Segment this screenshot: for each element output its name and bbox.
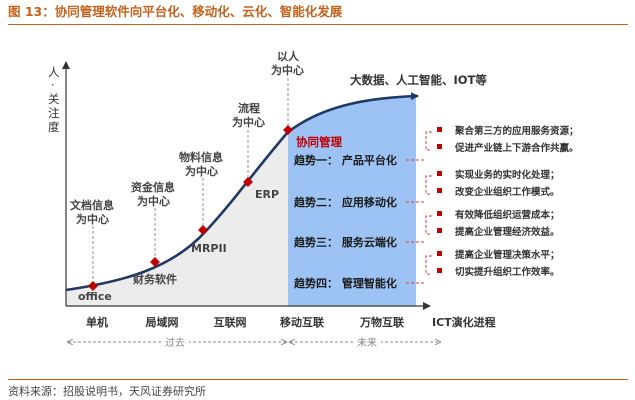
trend-2-label: 趋势二： 应用移动化 <box>294 195 397 209</box>
y-axis-label-0: 人 <box>48 65 60 79</box>
past-area <box>66 132 288 306</box>
label-people-1: 以人 <box>277 49 300 63</box>
marker-finance <box>150 257 160 267</box>
y-axis-label-2: 关 <box>48 92 60 106</box>
figure-title: 图 13：协同管理软件向平台化、移动化、云化、智能化发展 <box>8 4 343 19</box>
marker-mrpii <box>198 225 208 235</box>
label-material-info-2: 为中心 <box>185 164 218 178</box>
label-mrpii: MRPII <box>191 242 227 255</box>
trend-2-dot-a <box>437 171 442 176</box>
label-erp: ERP <box>255 188 279 201</box>
trend-3-note-1: 有效降低组织运营成本； <box>455 209 560 221</box>
trend-1-dot-b <box>437 144 442 149</box>
label-future-tech: 大数据、人工智能、IOT等 <box>350 73 487 87</box>
trend-3-connector <box>406 215 432 243</box>
range-past-label: 过去 <box>165 336 185 349</box>
trend-1-dot-a <box>437 127 442 132</box>
future-area <box>288 96 416 306</box>
trend-3-note-2: 提高企业管理经济效益。 <box>455 226 560 238</box>
y-axis-label-4: 度 <box>48 120 60 134</box>
trend-2-connector <box>406 175 432 203</box>
trend-2-note-2: 改变企业组织工作模式。 <box>455 186 560 198</box>
label-fund-info-1: 资金信息 <box>131 180 175 194</box>
trend-4-dot-a <box>437 251 442 256</box>
label-material-info-1: 物料信息 <box>179 150 223 164</box>
label-process-2: 为中心 <box>232 115 265 129</box>
trend-2-note-1: 实现业务的实时化处理； <box>455 169 560 181</box>
x-axis-end-label: ICT演化进程 <box>432 315 496 329</box>
label-fund-info-2: 为中心 <box>137 194 170 208</box>
label-collab: 协同管理 <box>296 135 342 149</box>
trend-4-label: 趋势四： 管理智能化 <box>294 276 397 290</box>
marker-erp <box>243 177 253 187</box>
trend-1-note-1: 聚合第三方的应用服务资源； <box>454 125 579 137</box>
x-stage-mobile-internet: 移动互联 <box>280 315 324 329</box>
x-stage-internet: 互联网 <box>214 315 247 329</box>
label-office: office <box>78 290 112 303</box>
label-doc-info-2: 为中心 <box>76 212 109 226</box>
trend-4-note-2: 切实提升组织工作效率。 <box>455 266 560 278</box>
trend-1-label: 趋势一： 产品平台化 <box>294 153 397 167</box>
x-stage-iot: 万物互联 <box>359 315 404 329</box>
source-rule <box>8 379 628 380</box>
trend-1-note-2: 促进产业链上下游合作共赢。 <box>454 142 579 154</box>
x-stage-standalone: 单机 <box>86 315 108 329</box>
y-axis-label-1: · <box>51 78 55 92</box>
trend-4-dot-b <box>437 268 442 273</box>
label-process-1: 流程 <box>238 101 260 115</box>
trend-3-dot-b <box>437 228 442 233</box>
trend-3-label: 趋势三： 服务云端化 <box>294 235 397 249</box>
trend-1-connector <box>406 131 432 161</box>
range-future-label-bg <box>353 335 381 349</box>
range-future-label: 未来 <box>357 337 377 349</box>
range-past-label-bg <box>161 335 189 349</box>
label-finance: 财务软件 <box>132 272 177 286</box>
x-stage-lan: 局域网 <box>145 315 179 329</box>
trend-3-dot-a <box>437 211 442 216</box>
label-doc-info-1: 文档信息 <box>70 198 114 212</box>
label-people-2: 为中心 <box>271 63 304 77</box>
y-axis-label-3: 注 <box>48 106 60 120</box>
trend-2-dot-b <box>437 188 442 193</box>
trend-4-connector <box>406 255 432 284</box>
evolution-curve <box>65 92 419 292</box>
source-note: 资料来源：招股说明书，天风证券研究所 <box>8 385 206 398</box>
title-rule <box>8 24 628 25</box>
trend-4-note-1: 提高企业管理决策水平； <box>455 249 560 261</box>
